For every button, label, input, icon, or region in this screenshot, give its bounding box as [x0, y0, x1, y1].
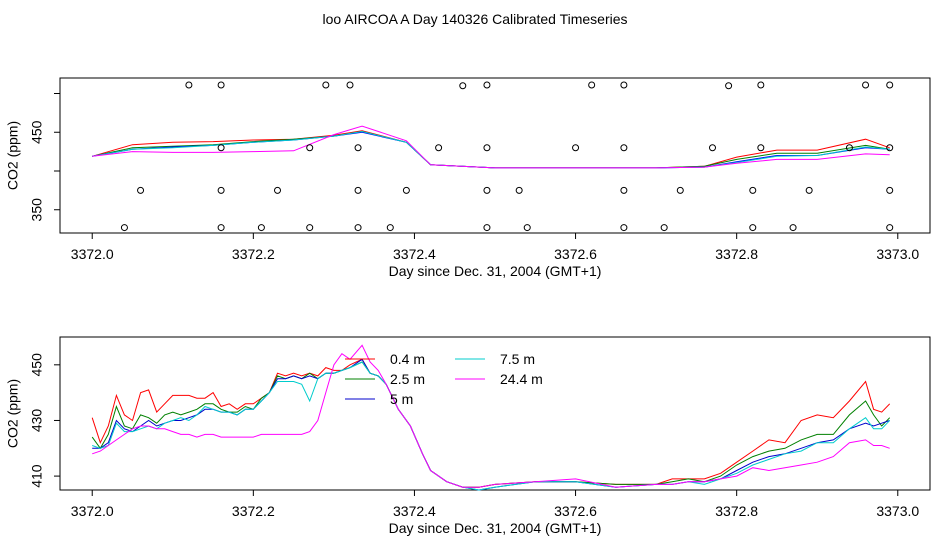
marker-point — [749, 224, 757, 232]
series-line-1 — [92, 130, 890, 169]
marker-point — [217, 224, 225, 232]
marker-point — [217, 144, 225, 152]
marker-point — [757, 144, 765, 152]
plot-frame — [59, 77, 931, 234]
marker-point — [749, 186, 757, 194]
series-line-7-5-m — [92, 361, 891, 491]
x-axis-label: Day since Dec. 31, 2004 (GMT+1) — [389, 520, 602, 536]
x-tick-label: 3372.4 — [393, 246, 436, 262]
marker-point — [346, 81, 354, 89]
marker-point — [120, 224, 128, 232]
plot-frame — [59, 336, 931, 491]
x-tick-label: 3372.8 — [715, 246, 758, 262]
series-line-24-4-m — [92, 344, 890, 488]
marker-point — [137, 186, 145, 194]
marker-point — [572, 144, 580, 152]
x-tick-label: 3372.2 — [232, 246, 275, 262]
marker-point — [845, 144, 853, 152]
x-tick-label: 3373.0 — [876, 246, 919, 262]
series-line-2-5-m — [91, 361, 891, 488]
marker-point — [322, 81, 330, 89]
series-line-5 — [92, 125, 890, 169]
chart-panel-2: 3372.0 3372.2 3372.4 3372.6 3372.8 3373.0 410 4… — [5, 336, 931, 536]
marker-point — [886, 186, 894, 194]
marker-point — [515, 186, 523, 194]
marker-point — [257, 224, 265, 232]
marker-point — [483, 144, 491, 152]
series-line-3 — [92, 131, 890, 169]
y-tick-label: 450 — [29, 120, 45, 144]
marker-point — [588, 81, 596, 89]
chart-title: loo AIRCOA A Day 140326 Calibrated Times… — [322, 11, 627, 27]
marker-point — [620, 81, 628, 89]
marker-point — [789, 224, 797, 232]
x-tick-label: 3372.4 — [393, 503, 436, 519]
x-tick-label: 3372.6 — [554, 246, 597, 262]
x-tick-label: 3372.0 — [71, 503, 114, 519]
marker-point — [306, 224, 314, 232]
marker-point — [386, 224, 394, 232]
x-tick-label: 3372.8 — [715, 503, 758, 519]
marker-point — [805, 186, 813, 194]
marker-point — [886, 144, 894, 152]
y-tick-label: 350 — [29, 198, 45, 222]
marker-point — [523, 224, 531, 232]
marker-point — [306, 144, 314, 152]
y-axis-label: CO2 (ppm) — [5, 379, 21, 448]
x-tick-label: 3372.0 — [71, 246, 114, 262]
marker-point — [354, 186, 362, 194]
marker-point — [620, 144, 628, 152]
marker-point — [725, 82, 733, 90]
series-line-0-4-m — [91, 358, 891, 488]
marker-point — [886, 81, 894, 89]
marker-point — [185, 81, 193, 89]
marker-point — [217, 186, 225, 194]
marker-point — [862, 81, 870, 89]
y-tick-label: 430 — [29, 409, 45, 433]
marker-point — [709, 144, 716, 152]
series-line-4 — [92, 130, 890, 169]
legend-label: 24.4 m — [500, 371, 543, 387]
marker-point — [402, 186, 410, 194]
marker-point — [483, 81, 491, 89]
marker-point — [483, 224, 491, 232]
marker-point — [886, 224, 894, 232]
marker-point — [620, 224, 628, 232]
y-tick-label: 410 — [29, 464, 45, 488]
marker-point — [435, 144, 443, 152]
marker-point — [354, 224, 362, 232]
x-tick-label: 3372.6 — [554, 503, 597, 519]
marker-point — [354, 144, 362, 152]
legend-label: 0.4 m — [390, 351, 425, 367]
chart-panel-1: 3372.0 3372.2 3372.4 3372.6 3372.8 3373.0 350 4… — [5, 77, 931, 279]
y-axis-label: CO2 (ppm) — [5, 121, 21, 190]
marker-point — [660, 224, 668, 232]
marker-point — [459, 82, 467, 90]
legend-label: 2.5 m — [390, 371, 425, 387]
x-axis-label: Day since Dec. 31, 2004 (GMT+1) — [389, 263, 602, 279]
marker-point — [483, 186, 491, 194]
marker-point — [217, 81, 225, 89]
marker-point — [274, 186, 281, 194]
x-tick-label: 3373.0 — [876, 503, 919, 519]
series-line-2 — [92, 130, 890, 169]
x-tick-label: 3372.2 — [232, 503, 275, 519]
marker-point — [620, 186, 628, 194]
marker-point — [676, 186, 684, 194]
y-tick-label: 450 — [29, 353, 45, 377]
marker-point — [757, 81, 765, 89]
legend-label: 7.5 m — [500, 351, 535, 367]
legend-label: 5 m — [390, 391, 413, 407]
